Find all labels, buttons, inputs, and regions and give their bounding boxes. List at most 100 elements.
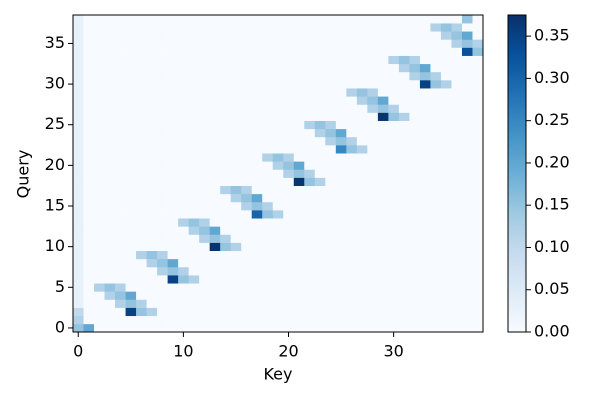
heatmap-cell: [73, 201, 84, 211]
heatmap-cell: [367, 234, 379, 243]
heatmap-cell: [251, 120, 263, 130]
heatmap-cell: [262, 23, 274, 32]
heatmap-cell: [104, 299, 116, 308]
heatmap-cell: [409, 169, 421, 178]
heatmap-cell: [125, 55, 137, 65]
heatmap-cell: [472, 120, 484, 130]
heatmap-cell: [104, 136, 116, 146]
heatmap-cell: [73, 266, 84, 276]
heatmap-cell: [73, 23, 84, 32]
heatmap-cell: [293, 145, 305, 154]
heatmap-cell: [335, 39, 347, 48]
heatmap-cell: [167, 31, 179, 40]
heatmap-cell: [73, 96, 84, 105]
heatmap-cell: [272, 291, 284, 300]
heatmap-cell: [178, 71, 189, 81]
colorbar-tick-label: 0.05: [534, 279, 570, 298]
heatmap-cell: [335, 169, 347, 178]
heatmap-cell: [272, 39, 284, 48]
heatmap-cell: [419, 39, 431, 48]
heatmap-cell: [377, 63, 389, 73]
heatmap-cell: [461, 47, 473, 56]
heatmap-cell: [461, 88, 473, 97]
heatmap-cell: [73, 88, 84, 97]
heatmap-cell: [325, 201, 337, 211]
heatmap-cell: [83, 185, 95, 195]
heatmap-cell: [125, 250, 137, 260]
heatmap-cell: [230, 96, 242, 105]
heatmap-cell: [304, 39, 316, 48]
heatmap-cell: [188, 47, 200, 56]
heatmap-cell: [146, 193, 158, 203]
heatmap-cell: [146, 47, 158, 56]
heatmap-cell: [304, 258, 316, 268]
heatmap-cell: [94, 153, 105, 162]
heatmap-cell: [409, 71, 421, 81]
heatmap-cell: [304, 120, 316, 130]
heatmap-cell: [125, 47, 137, 56]
heatmap-cell: [451, 80, 463, 89]
heatmap-cell: [409, 210, 421, 219]
heatmap-cell: [409, 39, 421, 48]
heatmap-cell: [335, 23, 347, 32]
heatmap-cell: [83, 283, 95, 292]
heatmap-cell: [104, 47, 116, 56]
heatmap-cell: [314, 275, 326, 284]
heatmap-cell: [157, 169, 168, 178]
heatmap-cell: [262, 323, 274, 333]
heatmap-cell: [115, 136, 126, 146]
heatmap-cell: [83, 323, 95, 333]
heatmap-cell: [251, 258, 263, 268]
heatmap-cell: [346, 153, 358, 162]
x-tick-label: 30: [383, 342, 403, 361]
heatmap-cell: [293, 218, 305, 227]
heatmap-cell: [409, 323, 421, 333]
heatmap-cell: [73, 315, 84, 325]
heatmap-cell: [188, 193, 200, 203]
heatmap-cell: [188, 185, 200, 195]
heatmap-cell: [304, 226, 316, 235]
heatmap-cell: [262, 250, 274, 260]
heatmap-cell: [157, 226, 168, 235]
heatmap-cell: [146, 323, 158, 333]
heatmap-cell: [146, 104, 158, 113]
heatmap-cell: [419, 315, 431, 325]
heatmap-cell: [325, 210, 337, 219]
heatmap-cell: [314, 80, 326, 89]
heatmap-cell: [209, 250, 221, 260]
heatmap-cell: [94, 226, 105, 235]
heatmap-cell: [230, 177, 242, 186]
heatmap-cell: [251, 201, 263, 211]
heatmap-cell: [335, 250, 347, 260]
heatmap-cell: [251, 315, 263, 325]
heatmap-cell: [199, 80, 210, 89]
heatmap-cell: [325, 177, 337, 186]
heatmap-cell: [73, 47, 84, 56]
heatmap-cell: [409, 193, 421, 203]
heatmap-cell: [220, 104, 231, 113]
heatmap-cell: [230, 112, 242, 121]
heatmap-cell: [335, 177, 347, 186]
heatmap-cell: [220, 63, 231, 73]
heatmap-cell: [419, 323, 431, 333]
heatmap-cell: [83, 128, 95, 138]
heatmap-cell: [178, 299, 189, 308]
heatmap-cell: [388, 275, 400, 284]
heatmap-cell: [115, 71, 126, 81]
heatmap-cell: [314, 55, 326, 65]
heatmap-cell: [146, 31, 158, 40]
heatmap-cell: [325, 136, 337, 146]
heatmap-cell: [409, 250, 421, 260]
heatmap-cell: [409, 299, 421, 308]
heatmap-cell: [241, 258, 253, 268]
heatmap-cell: [356, 250, 368, 260]
heatmap-cell: [325, 275, 337, 284]
heatmap-cell: [115, 283, 126, 292]
heatmap-cell: [283, 307, 295, 317]
heatmap-cell: [356, 120, 368, 130]
heatmap-cell: [472, 47, 484, 56]
heatmap-cell: [115, 15, 126, 24]
heatmap-cell: [94, 315, 105, 325]
heatmap-cell: [304, 307, 316, 317]
heatmap-cell: [73, 31, 84, 40]
